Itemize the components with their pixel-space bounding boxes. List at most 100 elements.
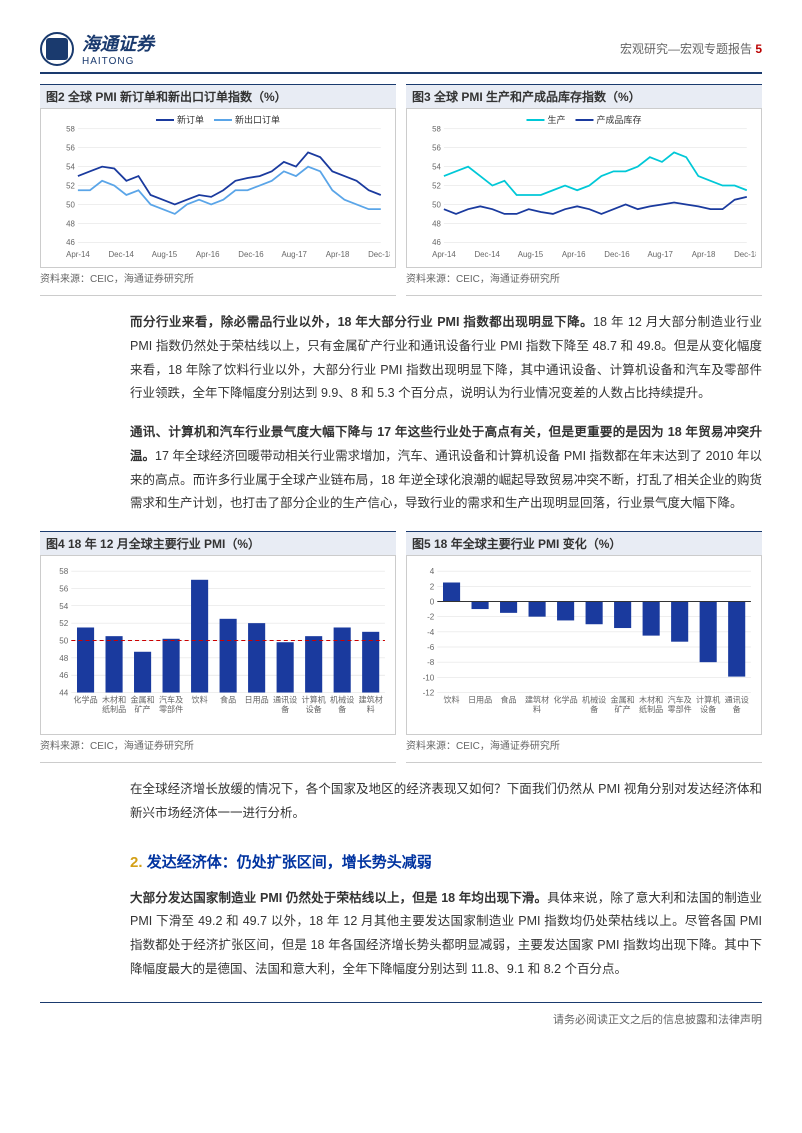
chart-4-title: 图4 18 年 12 月全球主要行业 PMI（%） — [40, 531, 396, 555]
svg-text:木材和: 木材和 — [639, 695, 663, 705]
svg-text:46: 46 — [432, 238, 441, 247]
chart-3-svg: 46485052545658Apr-14Dec-14Aug-15Apr-16De… — [412, 114, 756, 262]
svg-text:料: 料 — [533, 704, 541, 714]
svg-text:纸制品: 纸制品 — [639, 704, 663, 714]
svg-text:Dec-14: Dec-14 — [474, 250, 500, 259]
svg-text:Aug-17: Aug-17 — [282, 250, 307, 259]
svg-text:设备: 设备 — [306, 704, 322, 714]
svg-text:日用品: 日用品 — [245, 696, 269, 705]
paragraph-4: 大部分发达国家制造业 PMI 仍然处于荣枯线以上，但是 18 年均出现下滑。具体… — [130, 887, 762, 982]
chart-2: 图2 全球 PMI 新订单和新出口订单指数（%） 新订单 新出口订单 46485… — [40, 84, 396, 296]
svg-text:零部件: 零部件 — [668, 704, 692, 714]
svg-text:金属和: 金属和 — [611, 695, 635, 705]
svg-text:Apr-16: Apr-16 — [562, 250, 586, 259]
svg-text:计算机: 计算机 — [696, 695, 720, 705]
svg-text:58: 58 — [59, 567, 68, 576]
chart-3-title: 图3 全球 PMI 生产和产成品库存指数（%） — [406, 84, 762, 108]
chart-2-title: 图2 全球 PMI 新订单和新出口订单指数（%） — [40, 84, 396, 108]
svg-text:0: 0 — [430, 598, 435, 607]
logo-badge-icon — [40, 32, 74, 66]
chart-3-legend: 生产 产成品库存 — [526, 113, 641, 126]
svg-text:汽车及: 汽车及 — [159, 695, 183, 705]
svg-text:-4: -4 — [427, 628, 435, 637]
svg-text:化学品: 化学品 — [73, 695, 97, 705]
svg-text:-2: -2 — [427, 613, 435, 622]
svg-text:Dec-18: Dec-18 — [368, 250, 390, 259]
svg-text:56: 56 — [66, 144, 75, 153]
chart-2-svg: 46485052545658Apr-14Dec-14Aug-15Apr-16De… — [46, 114, 390, 262]
chart-4-svg: 4446485052545658化学品木材和纸制品金属和矿产汽车及零部件饮料食品… — [46, 561, 390, 733]
chart-4: 图4 18 年 12 月全球主要行业 PMI（%） 44464850525456… — [40, 531, 396, 763]
paragraph-3: 在全球经济增长放缓的情况下，各个国家及地区的经济表现又如何？下面我们仍然从 PM… — [130, 778, 762, 826]
svg-text:化学品: 化学品 — [553, 695, 577, 705]
header-breadcrumb: 宏观研究—宏观专题报告 5 — [620, 40, 762, 57]
svg-text:料: 料 — [367, 704, 375, 714]
svg-text:建筑材: 建筑材 — [359, 695, 383, 705]
logo-cn-text: 海通证券 — [82, 30, 154, 56]
chart-5-svg: -12-10-8-6-4-2024饮料日用品食品建筑材料化学品机械设备金属和矿产… — [412, 561, 756, 733]
chart-3: 图3 全球 PMI 生产和产成品库存指数（%） 生产 产成品库存 4648505… — [406, 84, 762, 296]
svg-text:54: 54 — [59, 602, 68, 611]
svg-text:Apr-16: Apr-16 — [196, 250, 220, 259]
svg-text:48: 48 — [432, 219, 441, 228]
svg-text:-8: -8 — [427, 658, 435, 667]
svg-text:备: 备 — [590, 704, 598, 714]
svg-text:金属和: 金属和 — [130, 695, 154, 705]
svg-text:备: 备 — [338, 704, 346, 714]
svg-text:Aug-15: Aug-15 — [518, 250, 544, 259]
svg-text:-10: -10 — [423, 673, 435, 682]
chart-2-legend: 新订单 新出口订单 — [156, 113, 280, 126]
svg-text:56: 56 — [432, 144, 441, 153]
svg-text:零部件: 零部件 — [159, 704, 183, 714]
svg-text:通讯设: 通讯设 — [725, 695, 749, 705]
chart-5-source: 资料来源：CEIC，海通证券研究所 — [406, 735, 762, 763]
chart-3-source: 资料来源：CEIC，海通证券研究所 — [406, 268, 762, 296]
svg-text:54: 54 — [66, 163, 75, 172]
svg-text:饮料: 饮料 — [192, 695, 208, 705]
svg-text:备: 备 — [281, 704, 289, 714]
svg-text:-6: -6 — [427, 643, 435, 652]
svg-text:Apr-14: Apr-14 — [66, 250, 90, 259]
svg-text:44: 44 — [59, 689, 68, 698]
svg-text:56: 56 — [59, 584, 68, 593]
svg-text:纸制品: 纸制品 — [102, 704, 126, 714]
svg-text:Apr-18: Apr-18 — [692, 250, 716, 259]
svg-text:52: 52 — [59, 619, 68, 628]
logo-en-text: HAITONG — [82, 56, 154, 67]
svg-text:机械设: 机械设 — [582, 695, 606, 705]
svg-text:Dec-16: Dec-16 — [604, 250, 630, 259]
chart-4-source: 资料来源：CEIC，海通证券研究所 — [40, 735, 396, 763]
page-header: 海通证券 HAITONG 宏观研究—宏观专题报告 5 — [40, 30, 762, 74]
svg-text:日用品: 日用品 — [468, 696, 492, 705]
svg-text:58: 58 — [66, 125, 75, 134]
svg-text:Apr-18: Apr-18 — [326, 250, 350, 259]
svg-text:54: 54 — [432, 163, 441, 172]
svg-text:Aug-17: Aug-17 — [648, 250, 673, 259]
svg-text:矿产: 矿产 — [134, 704, 150, 714]
svg-text:食品: 食品 — [500, 695, 516, 705]
page-number: 5 — [755, 42, 762, 56]
chart-5: 图5 18 年全球主要行业 PMI 变化（%） -12-10-8-6-4-202… — [406, 531, 762, 763]
svg-text:48: 48 — [59, 654, 68, 663]
svg-text:木材和: 木材和 — [102, 695, 126, 705]
footer-disclaimer: 请务必阅读正文之后的信息披露和法律声明 — [40, 1003, 762, 1035]
svg-text:Apr-14: Apr-14 — [432, 250, 456, 259]
svg-text:50: 50 — [66, 200, 75, 209]
paragraph-2: 通讯、计算机和汽车行业景气度大幅下降与 17 年这些行业处于高点有关，但是更重要… — [130, 421, 762, 516]
svg-text:汽车及: 汽车及 — [668, 695, 692, 705]
logo: 海通证券 HAITONG — [40, 30, 154, 67]
svg-text:机械设: 机械设 — [330, 695, 354, 705]
svg-text:46: 46 — [59, 671, 68, 680]
svg-text:备: 备 — [733, 704, 741, 714]
svg-text:4: 4 — [430, 567, 435, 576]
svg-text:Dec-16: Dec-16 — [238, 250, 264, 259]
svg-text:-12: -12 — [423, 689, 435, 698]
svg-text:52: 52 — [432, 181, 441, 190]
svg-text:46: 46 — [66, 238, 75, 247]
svg-text:58: 58 — [432, 125, 441, 134]
chart-5-title: 图5 18 年全球主要行业 PMI 变化（%） — [406, 531, 762, 555]
svg-text:设备: 设备 — [700, 704, 716, 714]
svg-text:52: 52 — [66, 181, 75, 190]
svg-text:Dec-18: Dec-18 — [734, 250, 756, 259]
chart-2-source: 资料来源：CEIC，海通证券研究所 — [40, 268, 396, 296]
